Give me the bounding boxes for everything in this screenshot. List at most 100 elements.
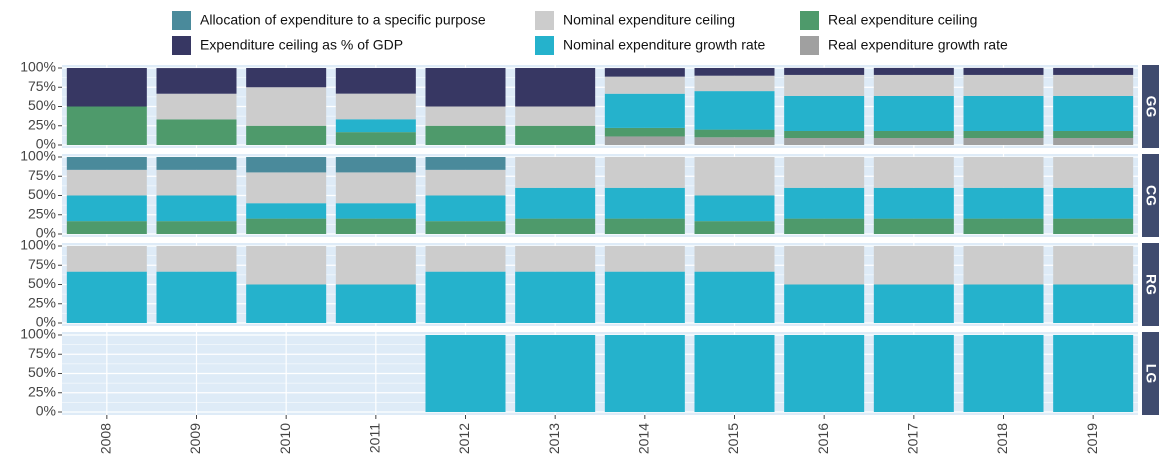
bar-segment <box>246 218 327 234</box>
y-tick-label: 50% <box>28 364 56 380</box>
legend-key <box>800 11 819 30</box>
bar-segment <box>1053 137 1134 145</box>
legend-key <box>172 11 191 30</box>
x-tick-label: 2017 <box>905 423 921 454</box>
bar-segment <box>963 74 1044 96</box>
bar-segment <box>604 127 685 137</box>
bar-segment <box>1053 130 1134 138</box>
bar-segment <box>694 137 775 145</box>
bar-segment <box>694 246 775 272</box>
bar-segment <box>873 187 954 219</box>
bar-segment <box>246 157 327 173</box>
legend-label: Real expenditure ceiling <box>828 12 977 28</box>
bar-segment <box>66 157 147 170</box>
bar-segment <box>963 218 1044 234</box>
bar-segment <box>66 271 147 323</box>
y-tick-label: 0% <box>36 225 56 241</box>
bar-segment <box>604 157 685 188</box>
bar-segment <box>425 106 506 126</box>
x-tick-label: 2011 <box>367 423 383 453</box>
bar-segment <box>515 271 596 323</box>
facet-label: CG <box>1143 185 1159 206</box>
legend-label: Allocation of expenditure to a specific … <box>200 12 486 28</box>
bar-segment <box>604 246 685 272</box>
bar-segment <box>784 218 865 234</box>
bar-segment <box>515 246 596 272</box>
bar-segment <box>246 246 327 285</box>
bar-segment <box>694 221 775 234</box>
legend-key <box>535 11 554 30</box>
x-tick-label: 2010 <box>277 423 293 454</box>
facet-label: LG <box>1143 364 1159 384</box>
bar-segment <box>246 125 327 145</box>
facet-strip <box>1142 154 1159 237</box>
bar-segment <box>335 119 416 133</box>
bar-segment <box>335 218 416 234</box>
bar-segment <box>784 157 865 188</box>
bar-segment <box>515 187 596 219</box>
legend-label: Nominal expenditure ceiling <box>563 12 735 28</box>
y-tick-label: 25% <box>28 294 56 310</box>
bar-segment <box>784 130 865 138</box>
x-tick-label: 2013 <box>546 423 562 454</box>
bar-segment <box>156 119 237 145</box>
bar-segment <box>425 68 506 107</box>
bar-segment <box>784 74 865 96</box>
bar-segment <box>66 106 147 145</box>
bar-segment <box>604 218 685 234</box>
bar-segment <box>963 246 1044 285</box>
bar-segment <box>425 335 506 412</box>
bar-segment <box>694 271 775 323</box>
bar-segment <box>604 76 685 94</box>
bar-segment <box>694 91 775 130</box>
bar-segment <box>694 68 775 76</box>
bar-segment <box>335 172 416 204</box>
x-tick-label: 2008 <box>98 423 114 454</box>
y-tick-label: 100% <box>20 237 56 253</box>
bar-segment <box>873 246 954 285</box>
y-tick-label: 50% <box>28 186 56 202</box>
bar-segment <box>604 271 685 323</box>
x-tick-label: 2019 <box>1084 423 1100 454</box>
y-tick-label: 25% <box>28 383 56 399</box>
bar-segment <box>604 68 685 77</box>
bar-segment <box>784 246 865 285</box>
facet-strip <box>1142 332 1159 415</box>
bar-segment <box>604 136 685 145</box>
bar-segment <box>246 68 327 88</box>
x-tick-label: 2016 <box>815 423 831 454</box>
bar-segment <box>425 271 506 323</box>
bar-segment <box>873 218 954 234</box>
y-tick-label: 50% <box>28 275 56 291</box>
bar-segment <box>425 221 506 234</box>
y-tick-label: 0% <box>36 403 56 419</box>
bar-segment <box>335 68 416 94</box>
bar-segment <box>156 68 237 94</box>
bar-segment <box>335 284 416 323</box>
bar-segment <box>963 335 1044 412</box>
bar-segment <box>425 157 506 170</box>
bar-segment <box>515 68 596 107</box>
y-tick-label: 75% <box>28 167 56 183</box>
bar-segment <box>246 284 327 323</box>
y-tick-label: 75% <box>28 78 56 94</box>
y-tick-label: 25% <box>28 116 56 132</box>
bar-segment <box>784 67 865 75</box>
bar-segment <box>873 284 954 323</box>
bar-segment <box>156 195 237 222</box>
bar-segment <box>66 169 147 196</box>
bar-segment <box>963 95 1044 131</box>
bar-segment <box>784 95 865 131</box>
bar-segment <box>515 106 596 126</box>
bar-segment <box>246 172 327 204</box>
x-tick-label: 2015 <box>725 423 741 454</box>
x-tick-label: 2009 <box>187 423 203 454</box>
bar-segment <box>1053 246 1134 285</box>
bar-segment <box>873 130 954 138</box>
bar-segment <box>1053 187 1134 219</box>
bar-segment <box>1053 218 1134 234</box>
bar-segment <box>156 169 237 196</box>
y-tick-label: 50% <box>28 97 56 113</box>
bar-segment <box>873 157 954 188</box>
